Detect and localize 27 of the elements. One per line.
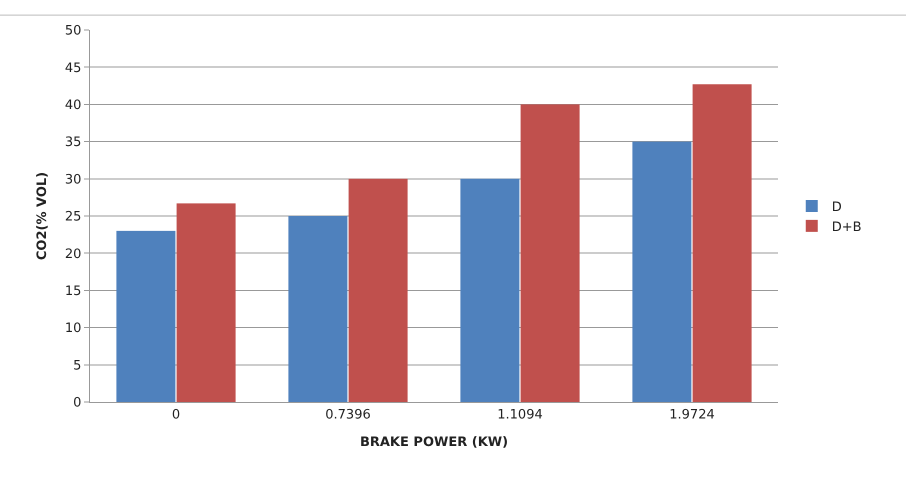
x-axis-title: BRAKE POWER (KW) [360,435,508,450]
bar [520,104,580,402]
y-tick-label: 0 [73,396,82,411]
x-tick-label: 1.9724 [669,408,715,423]
y-tick-label: 15 [64,284,82,299]
x-tick-label: 1.1094 [497,408,543,423]
y-tick-label: 25 [64,210,82,225]
bar [632,142,692,402]
y-tick-label: 50 [64,24,82,39]
bar [176,203,236,402]
bar [692,84,752,402]
y-tick-label: 40 [64,98,82,113]
bar [116,230,176,402]
bar [460,178,520,402]
y-tick-label: 5 [73,358,82,374]
y-tick-label: 35 [64,135,82,150]
y-axis-title: CO2(% VOL) [34,172,50,260]
y-tick-label: 20 [64,246,82,262]
bar [288,216,348,402]
y-tick-label: 45 [64,60,82,76]
x-tick-label: 0 [172,408,180,423]
y-tick-label: 30 [64,172,82,188]
legend-label: D+B [832,220,862,235]
bar [348,178,408,402]
legend-label: D [832,200,842,216]
y-tick-label: 10 [64,321,82,336]
x-tick-label: 0.7396 [325,408,371,423]
